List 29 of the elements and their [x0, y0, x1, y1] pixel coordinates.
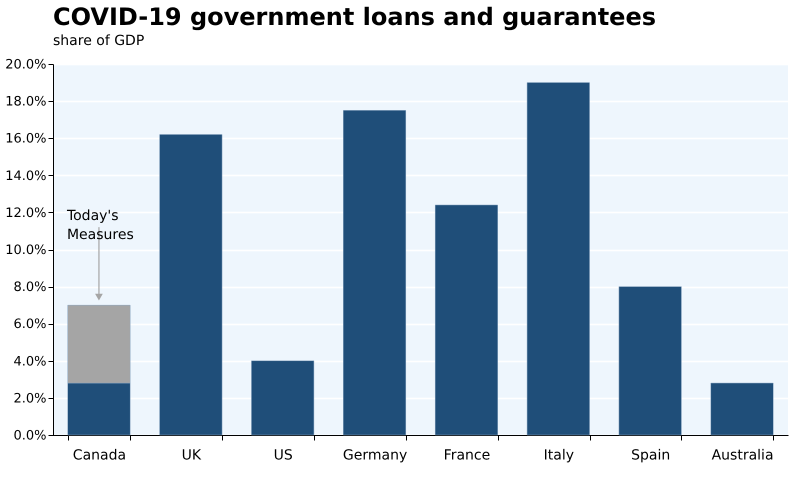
- x-tick-label: Spain: [631, 448, 670, 464]
- y-tick-label: 16.0%: [5, 132, 46, 147]
- bar: [159, 134, 222, 436]
- bar: [343, 110, 406, 436]
- bar: [526, 82, 590, 436]
- chart-subtitle: share of GDP: [53, 33, 144, 49]
- x-tick-label: UK: [182, 448, 202, 464]
- y-tick-label: 12.0%: [5, 206, 46, 221]
- x-tick-label: Italy: [544, 448, 574, 464]
- x-tick-label: Australia: [712, 448, 774, 464]
- x-tick-label: Canada: [72, 448, 126, 464]
- bar: [710, 382, 774, 436]
- y-tick-label: 6.0%: [13, 317, 46, 332]
- bar: [618, 286, 682, 436]
- annotation: Today's Measures: [66, 208, 134, 244]
- chart-title: COVID-19 government loans and guarantees: [53, 3, 656, 31]
- x-tick-label: France: [444, 448, 490, 464]
- x-tick-label: Germany: [342, 448, 408, 464]
- y-tick-label: 8.0%: [13, 280, 46, 296]
- x-tick-label: US: [274, 448, 293, 464]
- y-tick-label: 10.0%: [5, 243, 46, 258]
- y-tick-label: 14.0%: [5, 168, 46, 184]
- bar: [434, 204, 498, 436]
- y-tick-label: 4.0%: [13, 354, 46, 370]
- bar: [251, 360, 314, 436]
- y-tick-label: 18.0%: [5, 94, 46, 110]
- y-tick-label: 20.0%: [5, 58, 46, 72]
- y-tick-label: 0.0%: [13, 428, 46, 444]
- y-tick-label: 2.0%: [13, 391, 46, 406]
